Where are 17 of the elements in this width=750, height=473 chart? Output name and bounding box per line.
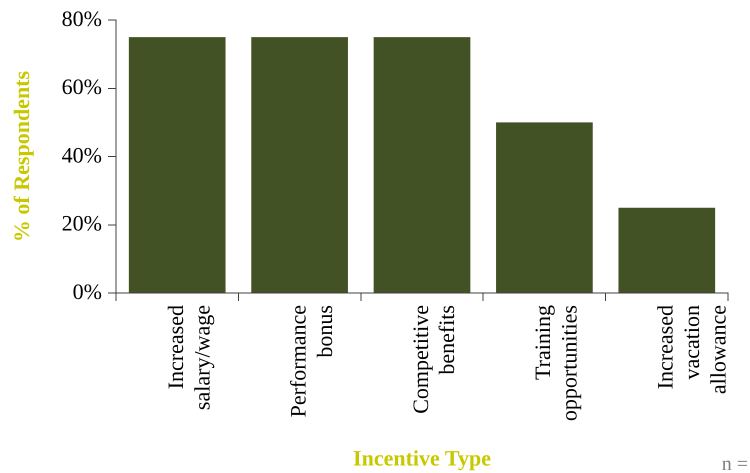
bar	[251, 37, 348, 292]
y-axis-title: % of Respondents	[8, 70, 34, 242]
bar	[618, 208, 716, 292]
y-tick-label: 80%	[62, 6, 102, 31]
x-axis-title: Incentive Type	[353, 445, 492, 470]
bar	[374, 37, 470, 292]
text: n =	[722, 453, 748, 473]
x-tick-label: Increased salary/wage	[162, 305, 214, 410]
y-tick-label: 40%	[62, 142, 102, 168]
x-tick-label: Performance bonus	[285, 305, 337, 418]
y-tick-label: 60%	[62, 74, 102, 100]
y-tick-label: 20%	[62, 210, 102, 236]
x-tick-label: Increased vacation allowance	[652, 305, 730, 394]
bar	[496, 122, 593, 292]
x-tick-label: Competitive benefits	[408, 305, 460, 414]
y-tick-label: 0%	[72, 278, 102, 304]
bar	[128, 37, 226, 292]
